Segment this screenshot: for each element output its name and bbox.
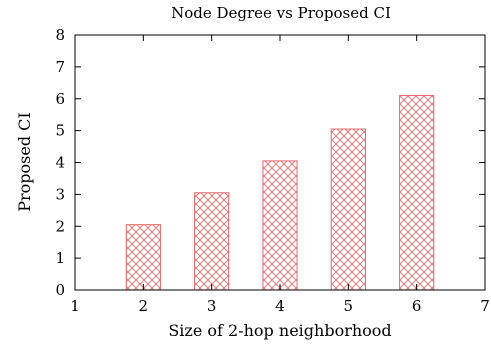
x-tick-label: 3: [207, 297, 217, 315]
x-axis-label: Size of 2-hop neighborhood: [168, 321, 391, 340]
ticks-layer: [75, 35, 485, 290]
bar-4: [262, 160, 298, 291]
y-tick-labels: 0 1 2 3 4 5 6 7 8: [55, 26, 65, 299]
x-tick-label: 4: [275, 297, 285, 315]
chart-title: Node Degree vs Proposed CI: [171, 4, 391, 22]
x-tick-label: 2: [139, 297, 149, 315]
x-tick-label: 1: [70, 297, 80, 315]
y-tick-label: 6: [55, 90, 65, 108]
bar-5: [330, 128, 366, 291]
x-tick-label: 6: [412, 297, 422, 315]
y-tick-label: 7: [55, 58, 65, 76]
x-tick-label: 7: [480, 297, 490, 315]
x-tick-label: 5: [344, 297, 354, 315]
y-tick-label: 1: [55, 249, 65, 267]
y-tick-label: 0: [55, 281, 65, 299]
y-tick-label: 8: [55, 26, 65, 44]
bar-2: [125, 224, 161, 291]
y-tick-label: 5: [55, 122, 65, 140]
y-axis-label: Proposed CI: [15, 112, 34, 212]
bars-layer: [125, 95, 435, 291]
y-tick-label: 4: [55, 154, 65, 172]
y-tick-label: 2: [55, 217, 65, 235]
y-tick-label: 3: [55, 185, 65, 203]
bar-6: [399, 95, 435, 291]
x-tick-labels: 1 2 3 4 5 6 7: [70, 297, 490, 315]
bar-3: [194, 192, 230, 291]
